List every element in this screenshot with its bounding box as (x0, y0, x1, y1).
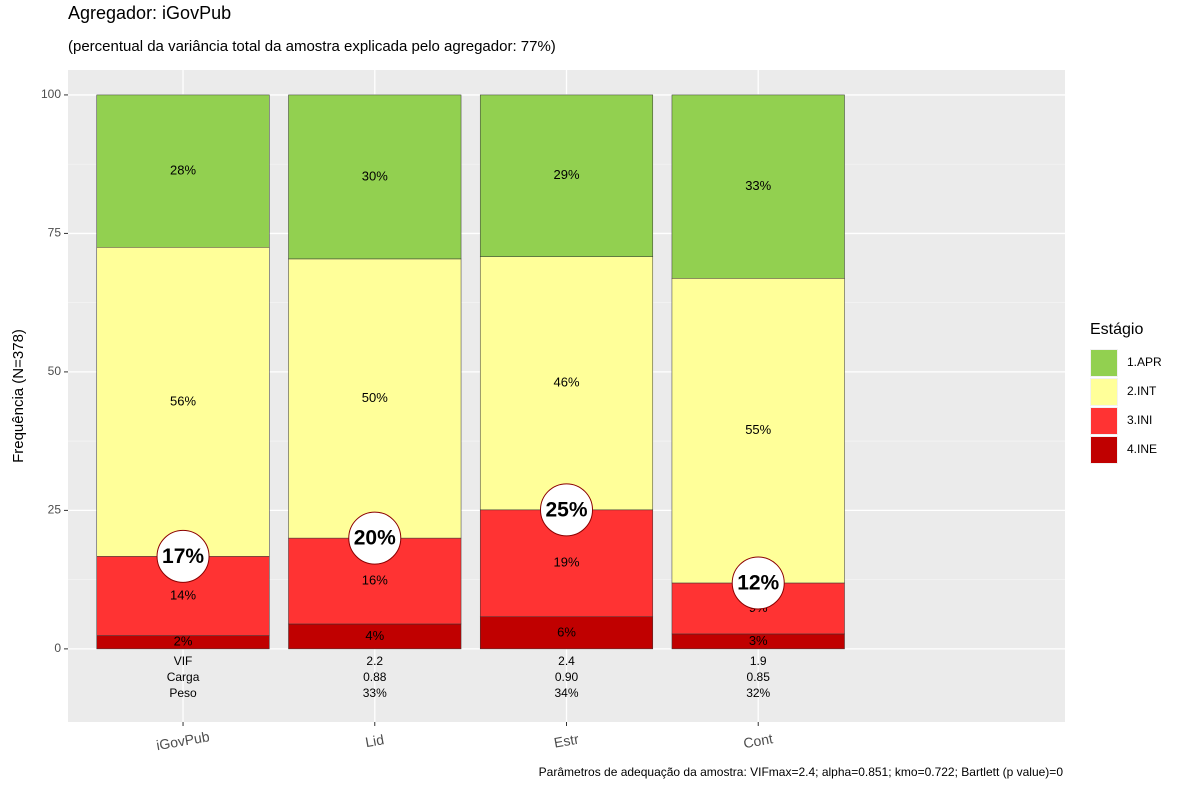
data-label: 56% (170, 393, 196, 408)
data-label: 2% (174, 634, 193, 649)
y-tick-label: 100 (41, 87, 61, 101)
data-label: 29% (553, 167, 579, 182)
legend-label: 1.APR (1127, 355, 1162, 369)
data-label: 33% (745, 178, 771, 193)
data-label: 50% (362, 390, 388, 405)
chart-title: Agregador: iGovPub (68, 3, 231, 23)
y-tick-label: 50 (48, 364, 62, 378)
table-cell: 1.9 (750, 654, 767, 668)
legend-label: 2.INT (1127, 384, 1157, 398)
table-cell: 0.88 (363, 670, 387, 684)
bar-segment (479, 94, 654, 257)
share-circle (731, 556, 785, 610)
x-tick-label: iGovPub (155, 728, 211, 753)
x-tick-label: Lid (364, 731, 385, 750)
table-cell: 0.90 (555, 670, 579, 684)
table-cell: 2.2 (366, 654, 383, 668)
table-cell: VIF (174, 654, 193, 668)
data-label: 16% (362, 572, 388, 587)
data-label: 55% (745, 422, 771, 437)
data-label: 3% (749, 633, 768, 648)
table-cell: 34% (554, 686, 578, 700)
x-tick-label: Cont (742, 730, 774, 751)
caption: Parâmetros de adequação da amostra: VIFm… (539, 765, 1064, 779)
legend-label: 3.INI (1127, 413, 1152, 427)
share-circle (348, 511, 402, 565)
legend-title: Estágio (1090, 321, 1143, 338)
legend-swatch (1091, 350, 1117, 376)
bar-segment (671, 94, 845, 279)
legend-label: 4.INE (1127, 442, 1157, 456)
x-tick-label: Estr (553, 731, 581, 751)
legend-swatch (1091, 379, 1117, 405)
data-label: 28% (170, 163, 196, 178)
bar-segment (96, 94, 270, 248)
bar-segment (288, 94, 462, 260)
bar-segment (479, 616, 654, 650)
y-tick-label: 25 (48, 503, 62, 517)
share-label: 20% (354, 527, 396, 550)
table-cell: 32% (746, 686, 770, 700)
legend-swatch (1091, 408, 1117, 434)
bar-segment (288, 258, 462, 539)
data-label: 4% (365, 628, 384, 643)
table-cell: Peso (169, 686, 197, 700)
data-label: 30% (362, 168, 388, 183)
legend-swatch (1091, 437, 1117, 463)
data-label: 6% (557, 624, 576, 639)
share-label: 12% (737, 572, 779, 595)
share-label: 25% (545, 498, 587, 521)
chart-subtitle: (percentual da variância total da amostr… (68, 38, 556, 55)
share-circle (540, 483, 593, 537)
data-label: 46% (553, 375, 579, 390)
y-axis-label: Frequência (N=378) (10, 329, 27, 463)
y-tick-label: 75 (48, 226, 62, 240)
share-label: 17% (162, 545, 204, 568)
table-cell: 2.4 (558, 654, 575, 668)
bar-segment (479, 256, 654, 511)
y-tick-label: 0 (54, 641, 61, 655)
data-label: 14% (170, 587, 196, 602)
table-cell: 33% (363, 686, 387, 700)
share-circle (156, 529, 210, 583)
table-cell: Carga (167, 670, 200, 684)
data-label: 19% (553, 555, 579, 570)
table-cell: 0.85 (747, 670, 771, 684)
bar-segment (96, 247, 270, 557)
